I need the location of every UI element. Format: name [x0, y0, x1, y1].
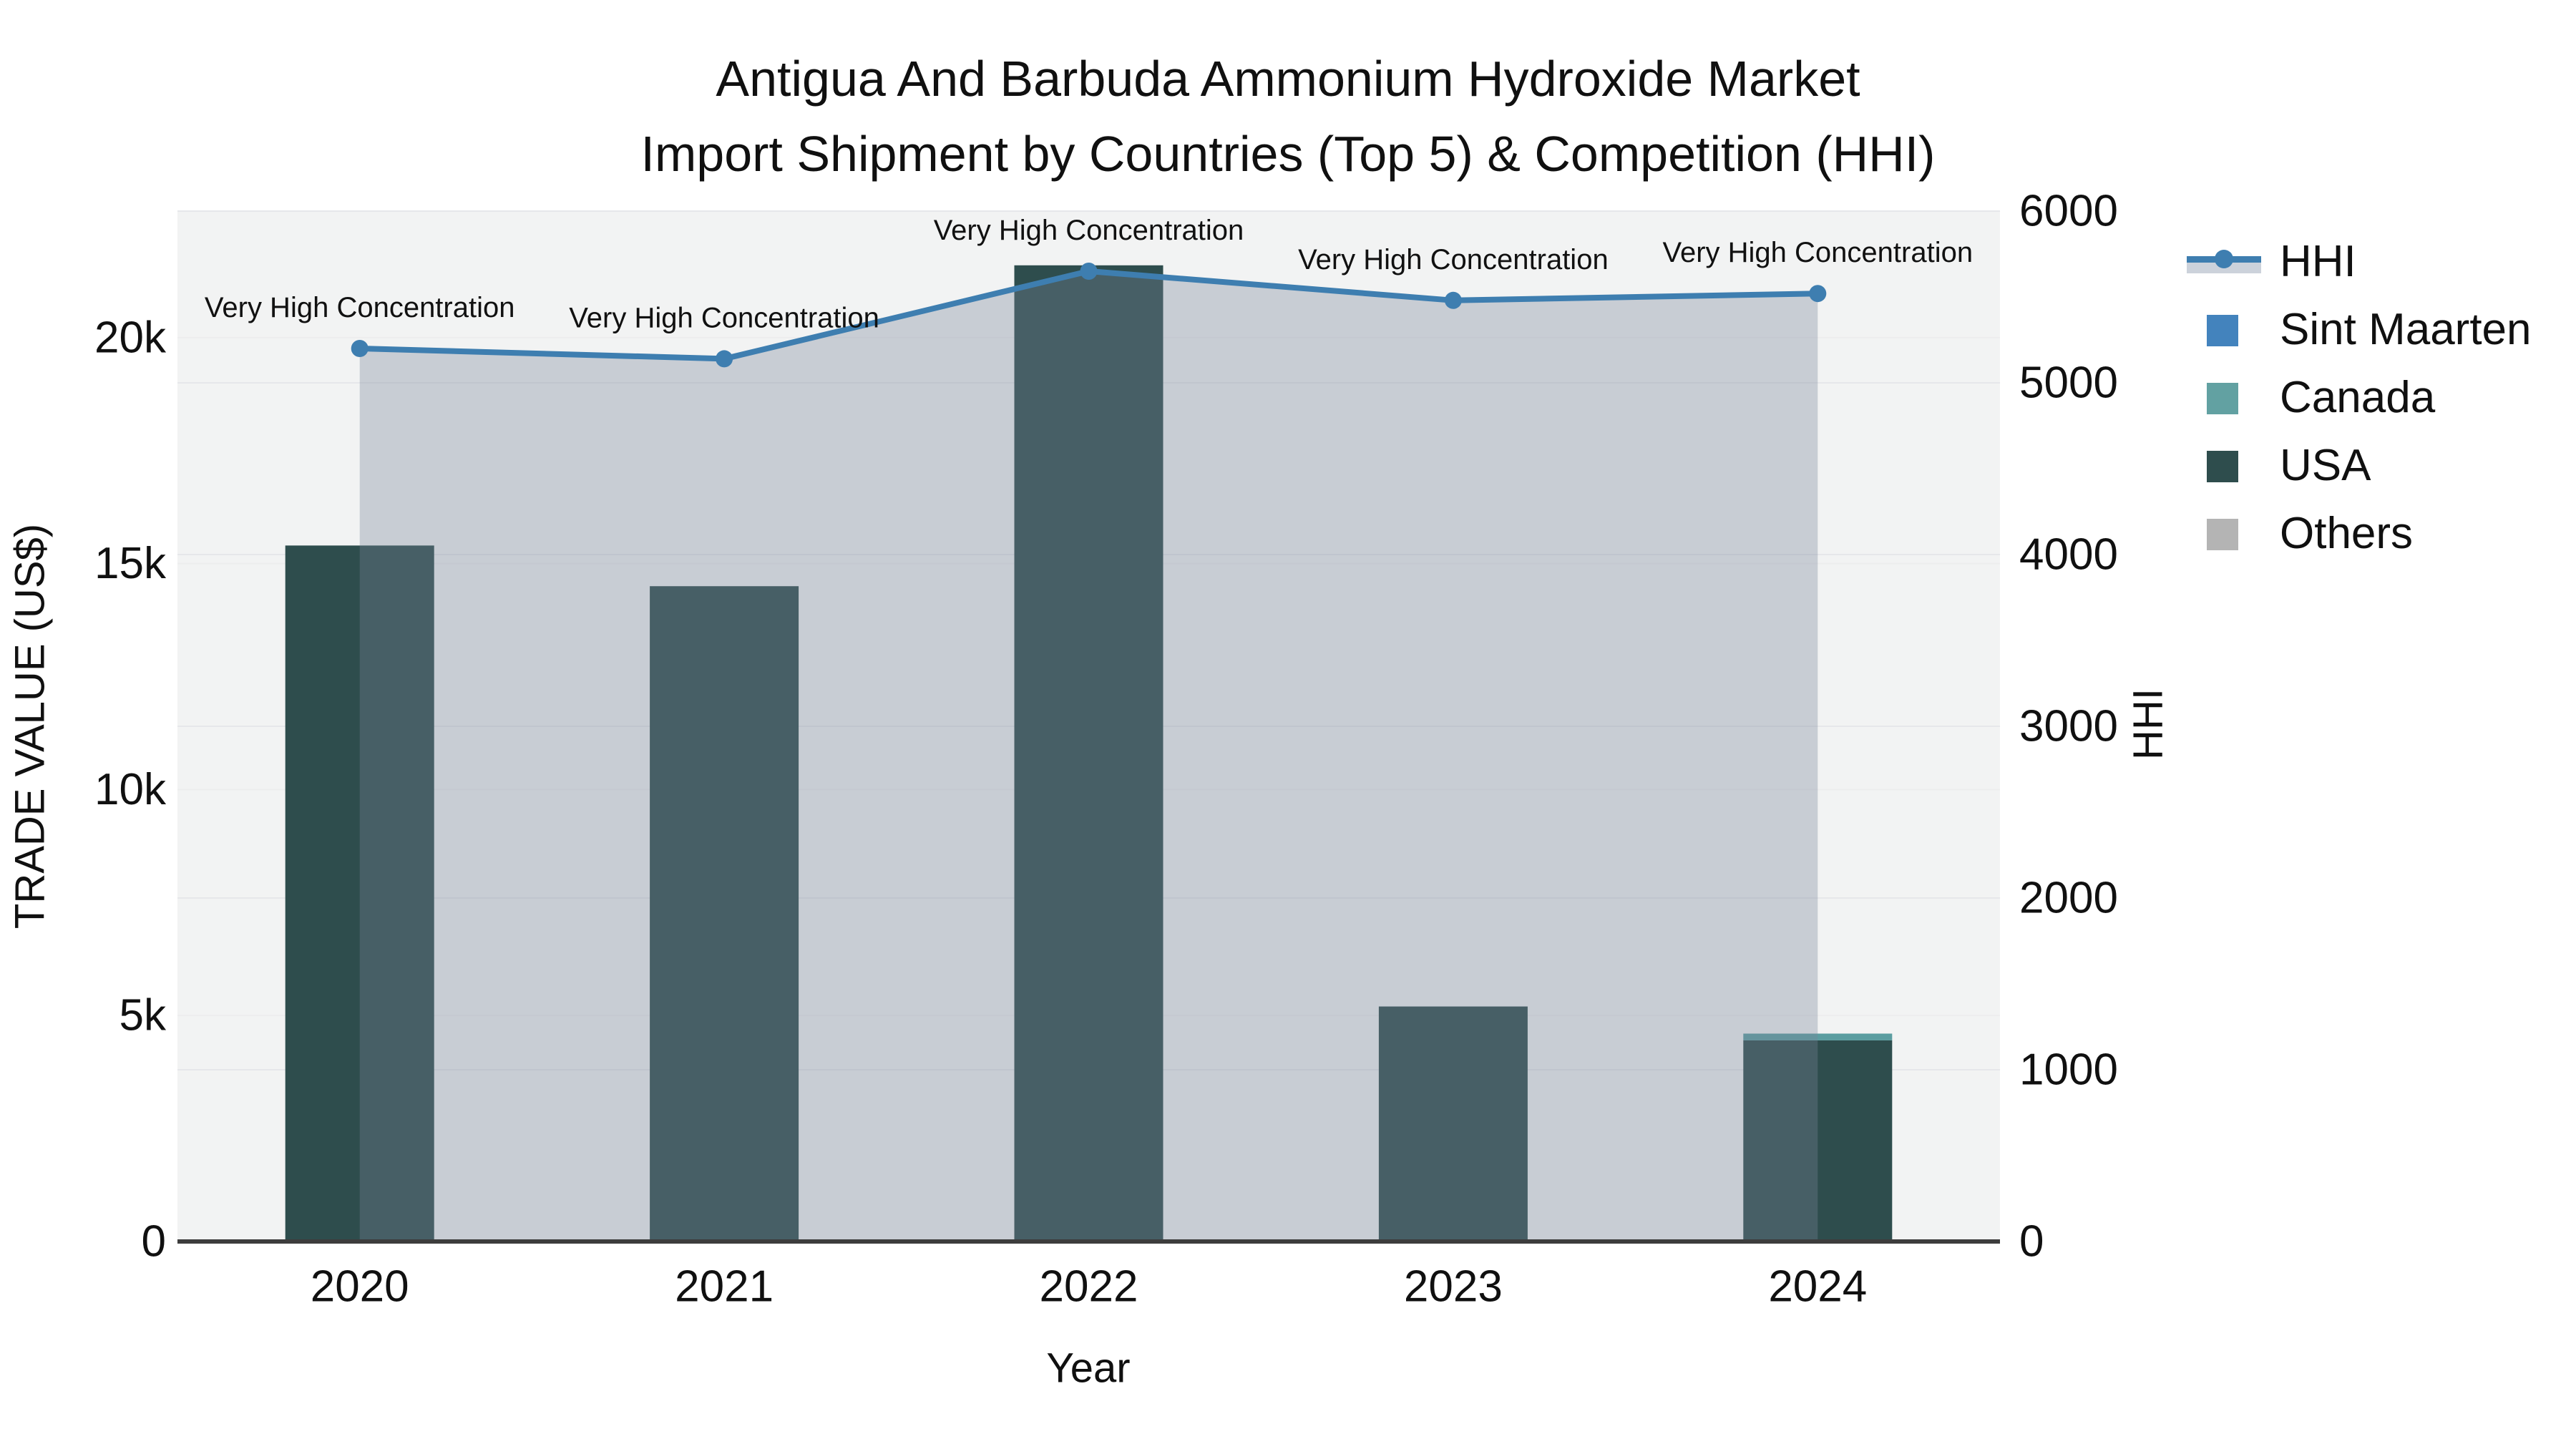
annotation-2020: Very High Concentration: [205, 292, 515, 323]
annotation-2024: Very High Concentration: [1663, 237, 1974, 268]
legend-color-swatch: [2187, 450, 2261, 482]
legend-color-swatch: [2187, 382, 2261, 414]
y-left-tick-10k: 10k: [94, 765, 167, 814]
y-left-tick-20k: 20k: [94, 313, 167, 362]
bar-canada-2024[interactable]: [1743, 1033, 1893, 1040]
legend-line-swatch: [2187, 246, 2261, 278]
hhi-marker-2023[interactable]: [1444, 291, 1462, 309]
y-right-tick-2000: 2000: [2019, 874, 2118, 923]
hhi-marker-2024[interactable]: [1809, 285, 1827, 303]
hhi-marker-2021[interactable]: [716, 350, 733, 368]
bar-usa-2020[interactable]: [285, 545, 434, 1241]
legend-color-swatch: [2187, 518, 2261, 550]
chart-title-line1: Antigua And Barbuda Ammonium Hydroxide M…: [716, 51, 1860, 107]
legend: HHI Sint Maarten Canada USA Others: [2187, 228, 2532, 567]
y-right-tick-0: 0: [2019, 1217, 2044, 1267]
y-right-tick-5000: 5000: [2019, 358, 2118, 408]
chart-title-line2: Import Shipment by Countries (Top 5) & C…: [640, 126, 1936, 182]
legend-item-sint-maarten[interactable]: Sint Maarten: [2187, 296, 2532, 364]
bar-usa-2024[interactable]: [1743, 1040, 1893, 1241]
x-tick-2022: 2022: [1040, 1262, 1138, 1312]
hhi-marker-2022[interactable]: [1080, 263, 1098, 280]
x-tick-2023: 2023: [1404, 1262, 1503, 1312]
legend-item-usa[interactable]: USA: [2187, 431, 2532, 499]
x-tick-2024: 2024: [1768, 1262, 1867, 1312]
y-right-axis-title: HHI: [2124, 688, 2172, 760]
y-left-tick-15k: 15k: [94, 539, 167, 588]
annotation-2022: Very High Concentration: [934, 215, 1244, 246]
x-tick-2021: 2021: [675, 1262, 774, 1312]
x-axis-title: Year: [1046, 1345, 1131, 1392]
y-right-tick-6000: 6000: [2019, 187, 2118, 236]
y-left-tick-0: 0: [142, 1217, 166, 1267]
bar-usa-2022[interactable]: [1014, 265, 1163, 1242]
chart-title: Antigua And Barbuda Ammonium Hydroxide M…: [0, 42, 2576, 192]
legend-item-others[interactable]: Others: [2187, 499, 2532, 567]
annotation-2021: Very High Concentration: [569, 302, 879, 333]
bar-usa-2021[interactable]: [650, 586, 799, 1241]
x-tick-2020: 2020: [311, 1262, 409, 1312]
legend-item-hhi[interactable]: HHI: [2187, 228, 2532, 296]
legend-label: Sint Maarten: [2280, 305, 2532, 354]
legend-label: HHI: [2280, 237, 2356, 286]
legend-item-canada[interactable]: Canada: [2187, 364, 2532, 431]
y-right-tick-4000: 4000: [2019, 530, 2118, 580]
hhi-marker-2020[interactable]: [351, 340, 369, 357]
bar-usa-2023[interactable]: [1378, 1006, 1528, 1241]
y-right-tick-3000: 3000: [2019, 702, 2118, 751]
legend-color-swatch: [2187, 314, 2261, 346]
hhi-area-fill: [359, 271, 1818, 1241]
y-left-tick-5k: 5k: [119, 991, 167, 1040]
annotation-2023: Very High Concentration: [1298, 244, 1609, 275]
legend-label: Canada: [2280, 373, 2436, 422]
legend-label: Others: [2280, 509, 2414, 558]
y-left-axis-title: TRADE VALUE (US$): [6, 523, 54, 930]
y-right-tick-1000: 1000: [2019, 1045, 2118, 1095]
legend-label: USA: [2280, 441, 2371, 490]
